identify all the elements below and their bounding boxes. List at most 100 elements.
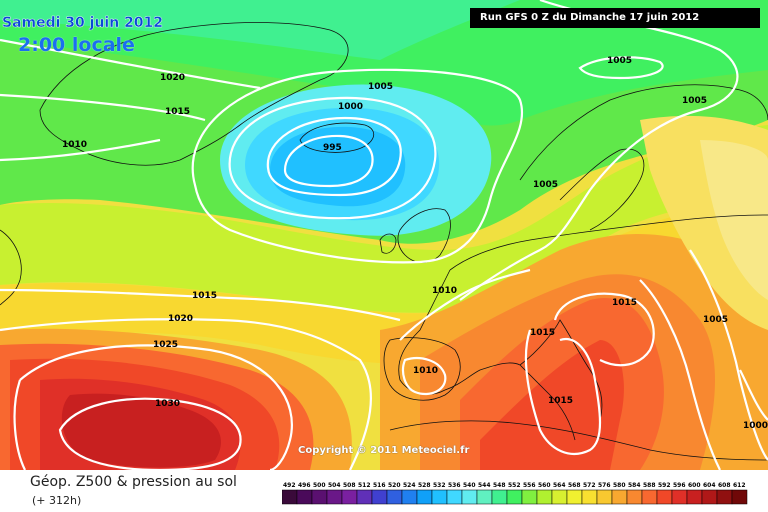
scale-swatch xyxy=(716,489,733,505)
scale-tick-label: 580 xyxy=(613,482,626,489)
scale-swatch xyxy=(311,489,328,505)
europe-coast xyxy=(398,214,768,441)
isobar-1010-central xyxy=(399,268,531,341)
isobar-995 xyxy=(266,116,402,197)
scale-swatch xyxy=(506,489,523,505)
scale-tick-label: 492 xyxy=(283,482,296,489)
isobar-label: 1005 xyxy=(368,82,393,92)
scale-tick-label: 552 xyxy=(508,482,521,489)
canada-coast xyxy=(0,229,22,306)
scale-swatch xyxy=(581,489,598,505)
isobar-label: 1005 xyxy=(533,180,558,190)
scale-swatch xyxy=(401,489,418,505)
scale-swatch xyxy=(296,489,313,505)
scale-swatch xyxy=(476,489,493,505)
isobar-labels: 1020 1015 1010 1005 1000 995 1005 1005 1… xyxy=(62,56,768,431)
isobar-label: 1015 xyxy=(192,291,217,301)
scale-tick-label: 584 xyxy=(628,482,641,489)
scale-swatch xyxy=(386,489,403,505)
scale-tick-label: 548 xyxy=(493,482,506,489)
isobar-label: 1000 xyxy=(338,102,363,112)
scale-tick-label: 572 xyxy=(583,482,596,489)
scale-swatch xyxy=(371,489,388,505)
scale-tick-label: 604 xyxy=(703,482,716,489)
scale-tick-label: 576 xyxy=(598,482,611,489)
isobar-label: 1030 xyxy=(155,399,180,409)
isobar-1020-north xyxy=(0,38,261,90)
field-high-core xyxy=(61,393,221,468)
isobar-1005-arctic xyxy=(578,56,664,80)
scale-tick-label: 592 xyxy=(658,482,671,489)
scale-swatch xyxy=(416,489,433,505)
isobar-1020-south xyxy=(0,318,372,470)
scale-tick-label: 540 xyxy=(463,482,476,489)
scale-tick-label: 508 xyxy=(343,482,356,489)
africa-coast xyxy=(389,420,768,461)
scale-tick-label: 532 xyxy=(433,482,446,489)
scale-swatch xyxy=(566,489,583,505)
scale-swatch xyxy=(536,489,553,505)
isobar-990 xyxy=(283,134,374,188)
isobar-1025 xyxy=(13,344,293,470)
color-scale: 492 496 500 504 508 512 516 520 524 528 532 536 540 5… xyxy=(282,482,748,505)
isobar-1015-north xyxy=(0,93,206,122)
scale-swatch xyxy=(686,489,703,505)
field-blue-core xyxy=(270,126,406,207)
scale-swatch xyxy=(596,489,613,505)
legend-subtitle: (+ 312h) xyxy=(32,494,82,507)
isobar-label: 1020 xyxy=(160,73,185,83)
scale-tick-label: 608 xyxy=(718,482,731,489)
greenland-coast xyxy=(39,22,349,166)
isobar-label: 1000 xyxy=(743,421,768,431)
scale-tick-label: 568 xyxy=(568,482,581,489)
scale-swatch xyxy=(626,489,643,505)
scale-tick-label: 512 xyxy=(358,482,371,489)
scale-tick-label: 560 xyxy=(538,482,551,489)
legend-title: Géop. Z500 & pression au sol xyxy=(30,474,237,490)
legend-footer: Géop. Z500 & pression au sol (+ 312h) 49… xyxy=(0,470,768,512)
scandinavia-coast xyxy=(519,84,768,231)
scale-swatch xyxy=(491,489,508,505)
forecast-date: Samedi 30 juin 2012 xyxy=(2,15,164,31)
british-isles-coast xyxy=(379,208,451,263)
scale-tick-label: 544 xyxy=(478,482,491,489)
isobar-1005-low xyxy=(191,68,523,264)
scale-tick-label: 496 xyxy=(298,482,311,489)
iberia-coast xyxy=(383,337,461,401)
scale-tick-label: 504 xyxy=(328,482,341,489)
scale-swatch xyxy=(521,489,538,505)
scale-tick-label: 500 xyxy=(313,482,326,489)
scale-swatch xyxy=(611,489,628,505)
run-info-text: Run GFS 0 Z du Dimanche 17 juin 2012 xyxy=(480,12,700,23)
scale-swatch xyxy=(551,489,568,505)
isobar-1030 xyxy=(58,397,242,470)
scale-swatch xyxy=(356,489,373,505)
scale-tick-label: 520 xyxy=(388,482,401,489)
field-yellowgreen xyxy=(0,125,768,313)
isobar-label: 1005 xyxy=(682,96,707,106)
isobar-1005-east xyxy=(459,0,739,301)
isobar-1000 xyxy=(228,96,437,220)
isobar-1015-italy xyxy=(524,329,602,455)
scale-swatch xyxy=(282,489,298,505)
isobar-label: 1015 xyxy=(612,298,637,308)
scale-swatch xyxy=(701,489,718,505)
forecast-time: 2:00 locale xyxy=(18,34,135,56)
scale-swatch xyxy=(446,489,463,505)
isobar-label: 1010 xyxy=(413,366,438,376)
scale-tick-label: 596 xyxy=(673,482,686,489)
scale-swatch xyxy=(641,489,658,505)
isobar-1015-east xyxy=(553,292,655,367)
scale-tick-label: 564 xyxy=(553,482,566,489)
isobar-1000-east xyxy=(739,369,768,421)
isobar-label: 1015 xyxy=(530,328,555,338)
scale-swatch xyxy=(431,489,448,505)
isobar-label: 1005 xyxy=(703,315,728,325)
isobar-label: 1010 xyxy=(432,286,457,296)
scale-swatch xyxy=(671,489,688,505)
isobar-label: 1005 xyxy=(607,56,632,66)
run-info-box xyxy=(470,8,760,28)
scale-swatch xyxy=(656,489,673,505)
isobar-1010-iberia xyxy=(401,357,447,396)
